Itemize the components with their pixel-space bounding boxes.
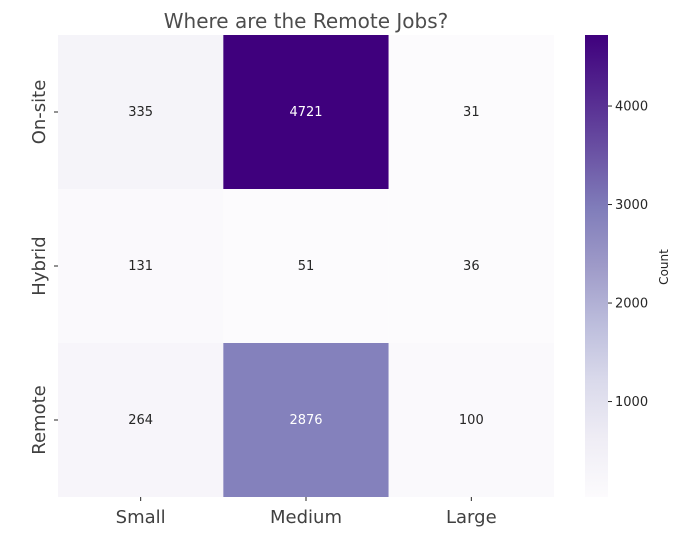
- colorbar-label: Count: [657, 249, 671, 285]
- heatmap-cell: [388, 189, 554, 343]
- cell-value-label: 131: [128, 259, 153, 274]
- chart-title: Where are the Remote Jobs?: [164, 9, 448, 33]
- cell-value-label: 31: [463, 105, 480, 120]
- x-tick-label: Large: [446, 507, 497, 528]
- heatmap-cell: [58, 189, 224, 343]
- colorbar-tick-label: 1000: [615, 395, 648, 410]
- cell-value-label: 335: [128, 105, 153, 120]
- y-axis: On-site Hybrid Remote: [29, 80, 58, 455]
- cell-value-label: 4721: [289, 105, 322, 120]
- heatmap-cell: [388, 343, 554, 497]
- heatmap-cell: [58, 35, 224, 189]
- colorbar-gradient: [585, 35, 608, 497]
- heatmap-cell: [58, 343, 224, 497]
- cell-value-label: 36: [463, 259, 480, 274]
- cell-value-label: 264: [128, 413, 153, 428]
- cell-value-label: 100: [459, 413, 484, 428]
- heatmap-cells: 335 4721 31 131 51 36 264 2876 100: [58, 35, 554, 497]
- y-tick-label: Hybrid: [29, 236, 50, 295]
- cell-value-label: 51: [298, 259, 315, 274]
- cell-value-label: 2876: [289, 413, 322, 428]
- colorbar-tick-label: 2000: [615, 297, 648, 312]
- y-tick-label: Remote: [29, 385, 50, 454]
- colorbar: 1000 2000 3000 4000 Count: [585, 35, 671, 497]
- heatmap-cell: [223, 189, 389, 343]
- y-tick-label: On-site: [29, 80, 50, 145]
- heatmap-cell: [223, 343, 389, 497]
- x-tick-label: Medium: [270, 507, 342, 528]
- x-axis: Small Medium Large: [116, 497, 497, 528]
- heatmap-cell: [388, 35, 554, 189]
- colorbar-tick-label: 3000: [615, 198, 648, 213]
- colorbar-ticks: 1000 2000 3000 4000: [608, 100, 648, 410]
- heatmap-cell: [223, 35, 389, 189]
- x-tick-label: Small: [116, 507, 166, 528]
- colorbar-tick-label: 4000: [615, 100, 648, 115]
